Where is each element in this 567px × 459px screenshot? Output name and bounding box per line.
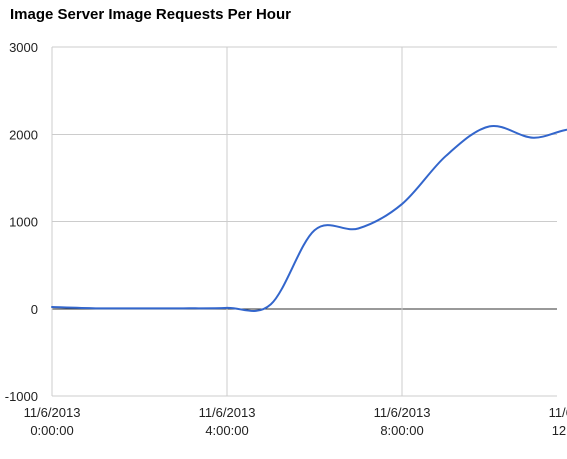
y-tick-label: 3000 bbox=[9, 40, 38, 55]
series-layer bbox=[51, 124, 567, 313]
x-tick-label: 11/6/201312:00:00 bbox=[549, 405, 567, 438]
grid bbox=[51, 46, 557, 397]
x-tick-label: 11/6/2013 8:00:00 bbox=[374, 405, 431, 438]
x-tick-label: 11/6/2013 0:00:00 bbox=[24, 405, 81, 438]
x-axis-labels: 11/6/2013 0:00:00 11/6/2013 4:00:00 11/6/201… bbox=[24, 405, 567, 438]
y-tick-label: 2000 bbox=[9, 127, 38, 142]
y-tick-label: -1000 bbox=[5, 389, 38, 404]
chart-title: Image Server Image Requests Per Hour bbox=[10, 6, 291, 23]
series-line bbox=[51, 124, 567, 313]
y-axis-labels: -1000 0 1000 2000 3000 bbox=[5, 40, 38, 404]
x-tick-label: 11/6/2013 4:00:00 bbox=[199, 405, 256, 438]
y-tick-label: 1000 bbox=[9, 215, 38, 230]
y-tick-label: 0 bbox=[31, 302, 38, 317]
